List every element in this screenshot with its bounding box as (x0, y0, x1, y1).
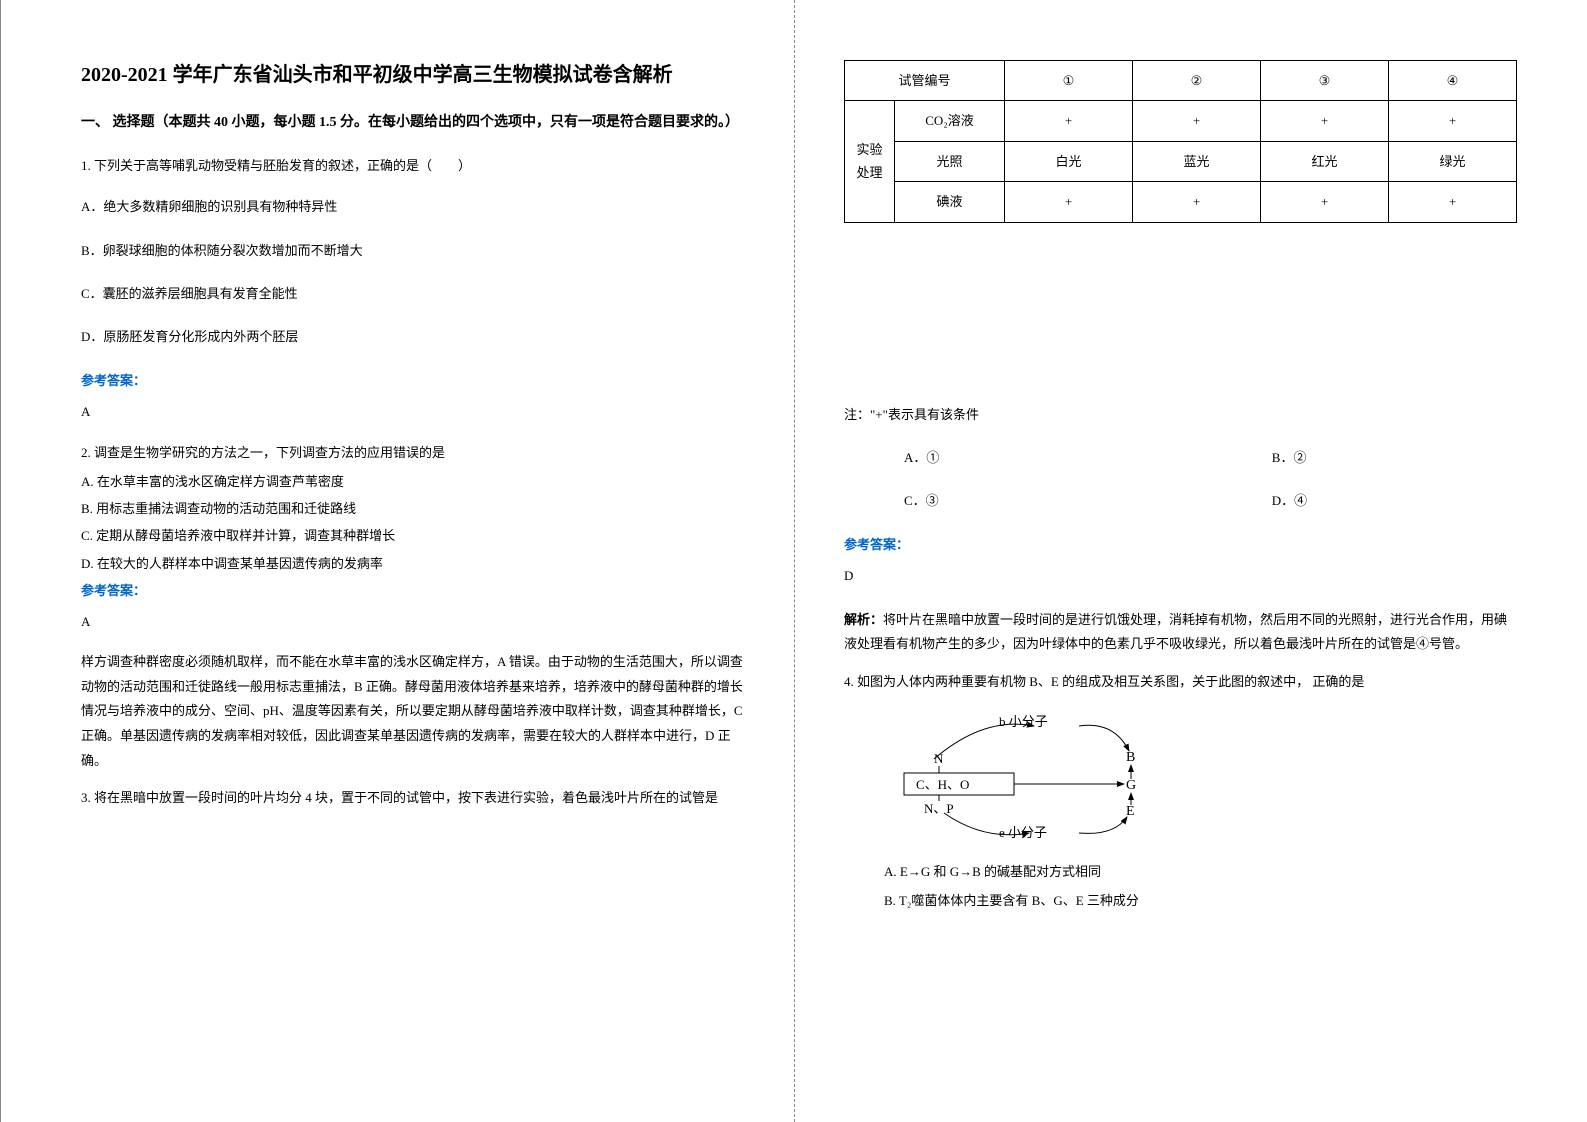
q3-optC: C．③ (904, 489, 1272, 512)
experiment-table: 试管编号 ① ② ③ ④ 实验 处理 CO₂溶液 + + + + 光照 白光 (844, 60, 1517, 223)
diag-N: N (934, 751, 944, 766)
q2-analysis: 样方调查种群密度必须随机取样，而不能在水草丰富的浅水区确定样方，A 错误。由于动… (81, 650, 744, 773)
q2-optA: A. 在水草丰富的浅水区确定样方调查芦苇密度 (81, 470, 744, 493)
q2-optD: D. 在较大的人群样本中调查某单基因遗传病的发病率 (81, 552, 744, 575)
diag-e: e 小分子 (999, 825, 1047, 840)
q1-optD: D．原肠胚发育分化形成内外两个胚层 (81, 325, 744, 348)
q4-optB: B. T₂噬菌体体内主要含有 B、G、E 三种成分 (844, 889, 1517, 912)
q2-optC: C. 定期从酵母菌培养液中取样并计算，调查其种群增长 (81, 524, 744, 547)
th-2: ② (1133, 61, 1261, 101)
th-1: ① (1005, 61, 1133, 101)
th-3: ③ (1261, 61, 1389, 101)
q3-answer: D (844, 564, 1517, 587)
td-iod-1: + (1005, 182, 1133, 222)
main-title: 2020-2021 学年广东省汕头市和平初级中学高三生物模拟试卷含解析 (81, 60, 744, 90)
td-light-4: 绿光 (1389, 141, 1517, 181)
q4-diagram: b 小分子 B N C、H、O G N、P E (884, 711, 1164, 850)
q2-text: 2. 调查是生物学研究的方法之一，下列调查方法的应用错误的是 (81, 440, 744, 466)
td-co2-2: + (1133, 101, 1261, 141)
q2-answer-label: 参考答案： (81, 579, 744, 602)
q2-answer: A (81, 610, 744, 633)
diag-B: B (1126, 750, 1135, 765)
td-iodine: 碘液 (895, 182, 1005, 222)
td-exp-proc: 实验 处理 (845, 101, 895, 222)
q3-text: 3. 将在黑暗中放置一段时间的叶片均分 4 块，置于不同的试管中，按下表进行实验… (81, 785, 744, 811)
td-co2: CO₂溶液 (895, 101, 1005, 141)
td-light-2: 蓝光 (1133, 141, 1261, 181)
proc-label: 处理 (856, 165, 882, 180)
q1-answer-label: 参考答案： (81, 369, 744, 392)
td-light-3: 红光 (1261, 141, 1389, 181)
diag-E: E (1126, 804, 1135, 819)
diag-b: b 小分子 (999, 714, 1048, 729)
th-4: ④ (1389, 61, 1517, 101)
q1-answer: A (81, 400, 744, 423)
q3-analysis-text: 将叶片在黑暗中放置一段时间的是进行饥饿处理，消耗掉有机物，然后用不同的光照射，进… (844, 612, 1507, 652)
q1-optB: B．卵裂球细胞的体积随分裂次数增加而不断增大 (81, 239, 744, 262)
td-iod-2: + (1133, 182, 1261, 222)
q1-optA: A．绝大多数精卵细胞的识别具有物种特异性 (81, 195, 744, 218)
q3-optB: B．② (1272, 446, 1517, 469)
q3-optD: D．④ (1272, 489, 1517, 512)
diag-G: G (1126, 778, 1136, 793)
q3-optA: A．① (904, 446, 1272, 469)
td-co2-4: + (1389, 101, 1517, 141)
td-light: 光照 (895, 141, 1005, 181)
td-light-1: 白光 (1005, 141, 1133, 181)
section-header: 一、 选择题（本题共 40 小题，每小题 1.5 分。在每小题给出的四个选项中，… (81, 110, 744, 135)
table-note: 注："+"表示具有该条件 (844, 403, 1517, 426)
q3-analysis: 解析：将叶片在黑暗中放置一段时间的是进行饥饿处理，消耗掉有机物，然后用不同的光照… (844, 608, 1517, 657)
th-tube: 试管编号 (845, 61, 1005, 101)
exp-label: 实验 (856, 142, 882, 157)
diag-CHO: C、H、O (916, 777, 969, 792)
td-co2-3: + (1261, 101, 1389, 141)
td-iod-4: + (1389, 182, 1517, 222)
analysis-label: 解析： (844, 612, 883, 627)
q2-optB: B. 用标志重捕法调查动物的活动范围和迁徙路线 (81, 497, 744, 520)
q1-text: 1. 下列关于高等哺乳动物受精与胚胎发育的叙述，正确的是（ ） (81, 153, 744, 179)
q3-answer-label: 参考答案： (844, 533, 1517, 556)
q4-text: 4. 如图为人体内两种重要有机物 B、E 的组成及相互关系图，关于此图的叙述中，… (844, 669, 1517, 695)
q1-optC: C．囊胚的滋养层细胞具有发育全能性 (81, 282, 744, 305)
diag-NP: N、P (924, 801, 954, 816)
td-co2-1: + (1005, 101, 1133, 141)
td-iod-3: + (1261, 182, 1389, 222)
q4-optA: A. E→G 和 G→B 的碱基配对方式相同 (844, 860, 1517, 883)
